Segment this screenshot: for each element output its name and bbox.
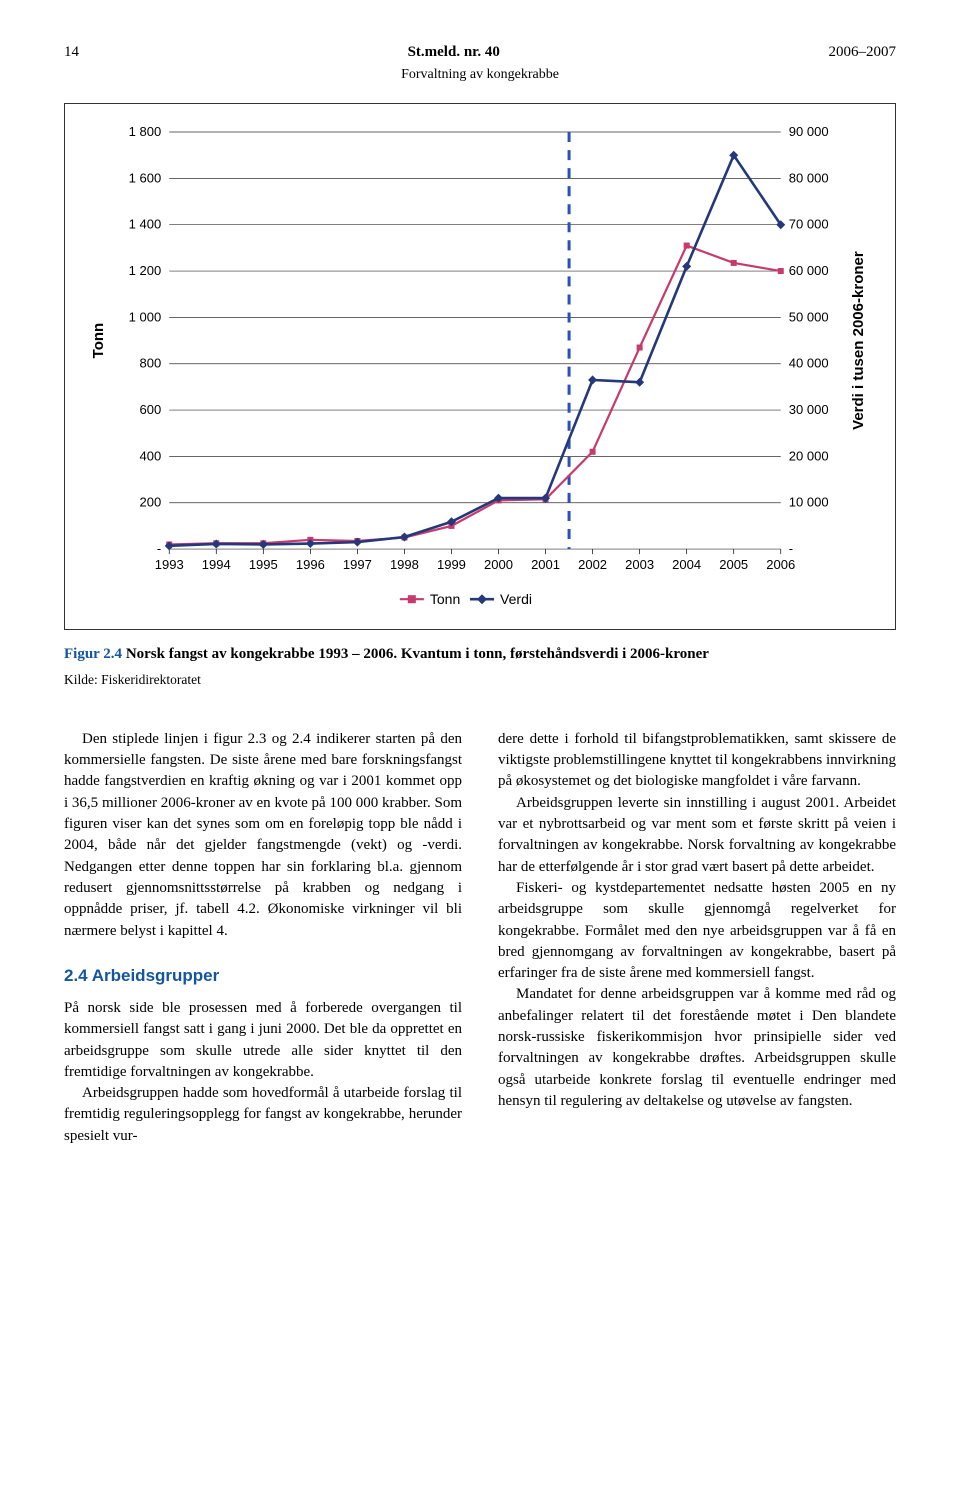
svg-text:1 400: 1 400	[129, 217, 162, 232]
svg-text:200: 200	[139, 495, 161, 510]
column-left: Den stiplede linjen i figur 2.3 og 2.4 i…	[64, 729, 462, 1147]
svg-text:70 000: 70 000	[789, 217, 829, 232]
svg-text:10 000: 10 000	[789, 495, 829, 510]
doc-title: St.meld. nr. 40	[79, 42, 829, 63]
svg-text:1 000: 1 000	[129, 310, 162, 325]
svg-text:400: 400	[139, 449, 161, 464]
svg-text:-: -	[157, 541, 161, 556]
svg-text:1998: 1998	[390, 557, 419, 572]
svg-text:30 000: 30 000	[789, 402, 829, 417]
svg-text:1 800: 1 800	[129, 124, 162, 139]
svg-text:1997: 1997	[343, 557, 372, 572]
doc-subtitle: Forvaltning av kongekrabbe	[64, 65, 896, 85]
svg-text:50 000: 50 000	[789, 310, 829, 325]
year-range: 2006–2007	[829, 42, 897, 63]
svg-text:-: -	[789, 541, 793, 556]
chart-container: - - 200 10 000 400 20 000 600 30 000 800 40 000 1 …	[64, 103, 896, 630]
svg-text:2005: 2005	[719, 557, 748, 572]
svg-text:2001: 2001	[531, 557, 560, 572]
line-chart: - - 200 10 000 400 20 000 600 30 000 800 40 000 1 …	[79, 118, 881, 619]
figure-caption: Figur 2.4 Norsk fangst av kongekrabbe 19…	[64, 644, 896, 665]
svg-text:Tonn: Tonn	[430, 591, 460, 607]
svg-text:2003: 2003	[625, 557, 654, 572]
page-number: 14	[64, 42, 79, 63]
body-paragraph: Fiskeri- og kystdepartementet nedsatte h…	[498, 878, 896, 984]
body-paragraph: dere dette i forhold til bifangstproblem…	[498, 729, 896, 793]
column-right: dere dette i forhold til bifangstproblem…	[498, 729, 896, 1147]
figure-title: Norsk fangst av kongekrabbe 1993 – 2006.…	[126, 646, 709, 662]
svg-text:1995: 1995	[249, 557, 278, 572]
body-paragraph: Den stiplede linjen i figur 2.3 og 2.4 i…	[64, 729, 462, 942]
svg-text:2006: 2006	[766, 557, 795, 572]
svg-text:1996: 1996	[296, 557, 325, 572]
body-paragraph: Arbeidsgruppen hadde som hovedformål å u…	[64, 1083, 462, 1147]
svg-text:1 200: 1 200	[129, 263, 162, 278]
page-header: 14 St.meld. nr. 40 2006–2007	[64, 42, 896, 63]
svg-text:Verdi i tusen 2006-kroner: Verdi i tusen 2006-kroner	[850, 251, 867, 430]
svg-text:1 600: 1 600	[129, 171, 162, 186]
section-heading: 2.4 Arbeidsgrupper	[64, 964, 462, 988]
svg-text:60 000: 60 000	[789, 263, 829, 278]
svg-text:Tonn: Tonn	[90, 323, 107, 359]
body-paragraph: Mandatet for denne arbeidsgruppen var å …	[498, 984, 896, 1112]
svg-text:2004: 2004	[672, 557, 701, 572]
body-columns: Den stiplede linjen i figur 2.3 og 2.4 i…	[64, 729, 896, 1147]
svg-text:2000: 2000	[484, 557, 513, 572]
svg-text:800: 800	[139, 356, 161, 371]
svg-text:40 000: 40 000	[789, 356, 829, 371]
figure-number: Figur 2.4	[64, 646, 122, 662]
svg-text:600: 600	[139, 402, 161, 417]
svg-text:Verdi: Verdi	[500, 591, 532, 607]
svg-text:20 000: 20 000	[789, 449, 829, 464]
svg-text:1994: 1994	[202, 557, 231, 572]
svg-text:1993: 1993	[155, 557, 184, 572]
svg-text:90 000: 90 000	[789, 124, 829, 139]
body-paragraph: Arbeidsgruppen leverte sin innstilling i…	[498, 793, 896, 878]
figure-source: Kilde: Fiskeridirektoratet	[64, 670, 896, 689]
svg-text:1999: 1999	[437, 557, 466, 572]
body-paragraph: På norsk side ble prosessen med å forber…	[64, 998, 462, 1083]
svg-text:2002: 2002	[578, 557, 607, 572]
svg-text:80 000: 80 000	[789, 171, 829, 186]
